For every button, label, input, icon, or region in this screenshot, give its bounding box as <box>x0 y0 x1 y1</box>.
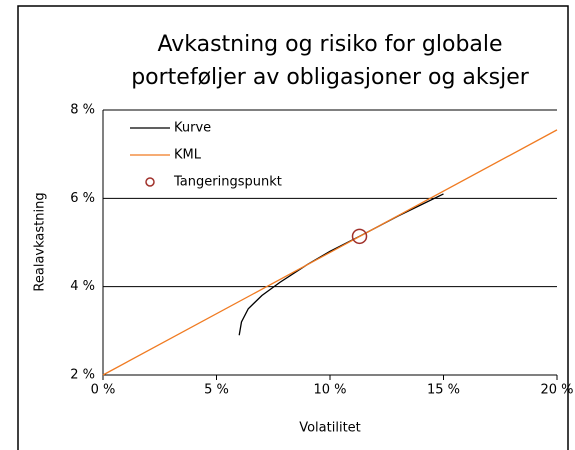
chart-title: Avkastning og risiko for globale <box>157 32 502 57</box>
series-line <box>238 193 444 336</box>
legend-label: Tangeringspunkt <box>173 175 282 190</box>
x-axis-label: Volatilitet <box>299 421 361 436</box>
x-tick-label: 0 % <box>91 383 116 398</box>
y-tick-label: 8 % <box>70 103 95 118</box>
x-tick-label: 20 % <box>540 383 573 398</box>
x-tick-label: 15 % <box>427 383 460 398</box>
x-tick-label: 10 % <box>313 383 346 398</box>
y-axis-label: Realavkastning <box>33 192 48 291</box>
series-line <box>102 129 558 376</box>
y-tick-label: 4 % <box>70 279 95 294</box>
legend-label: KML <box>174 148 202 163</box>
y-tick-label: 2 % <box>70 368 95 383</box>
y-tick-label: 6 % <box>70 191 95 206</box>
legend-label: Kurve <box>174 121 211 136</box>
legend-marker <box>145 177 155 187</box>
marker <box>351 228 368 245</box>
frame <box>17 5 569 450</box>
chart-title: porteføljer av obligasjoner og aksjer <box>131 65 530 90</box>
x-tick-label: 5 % <box>204 383 229 398</box>
